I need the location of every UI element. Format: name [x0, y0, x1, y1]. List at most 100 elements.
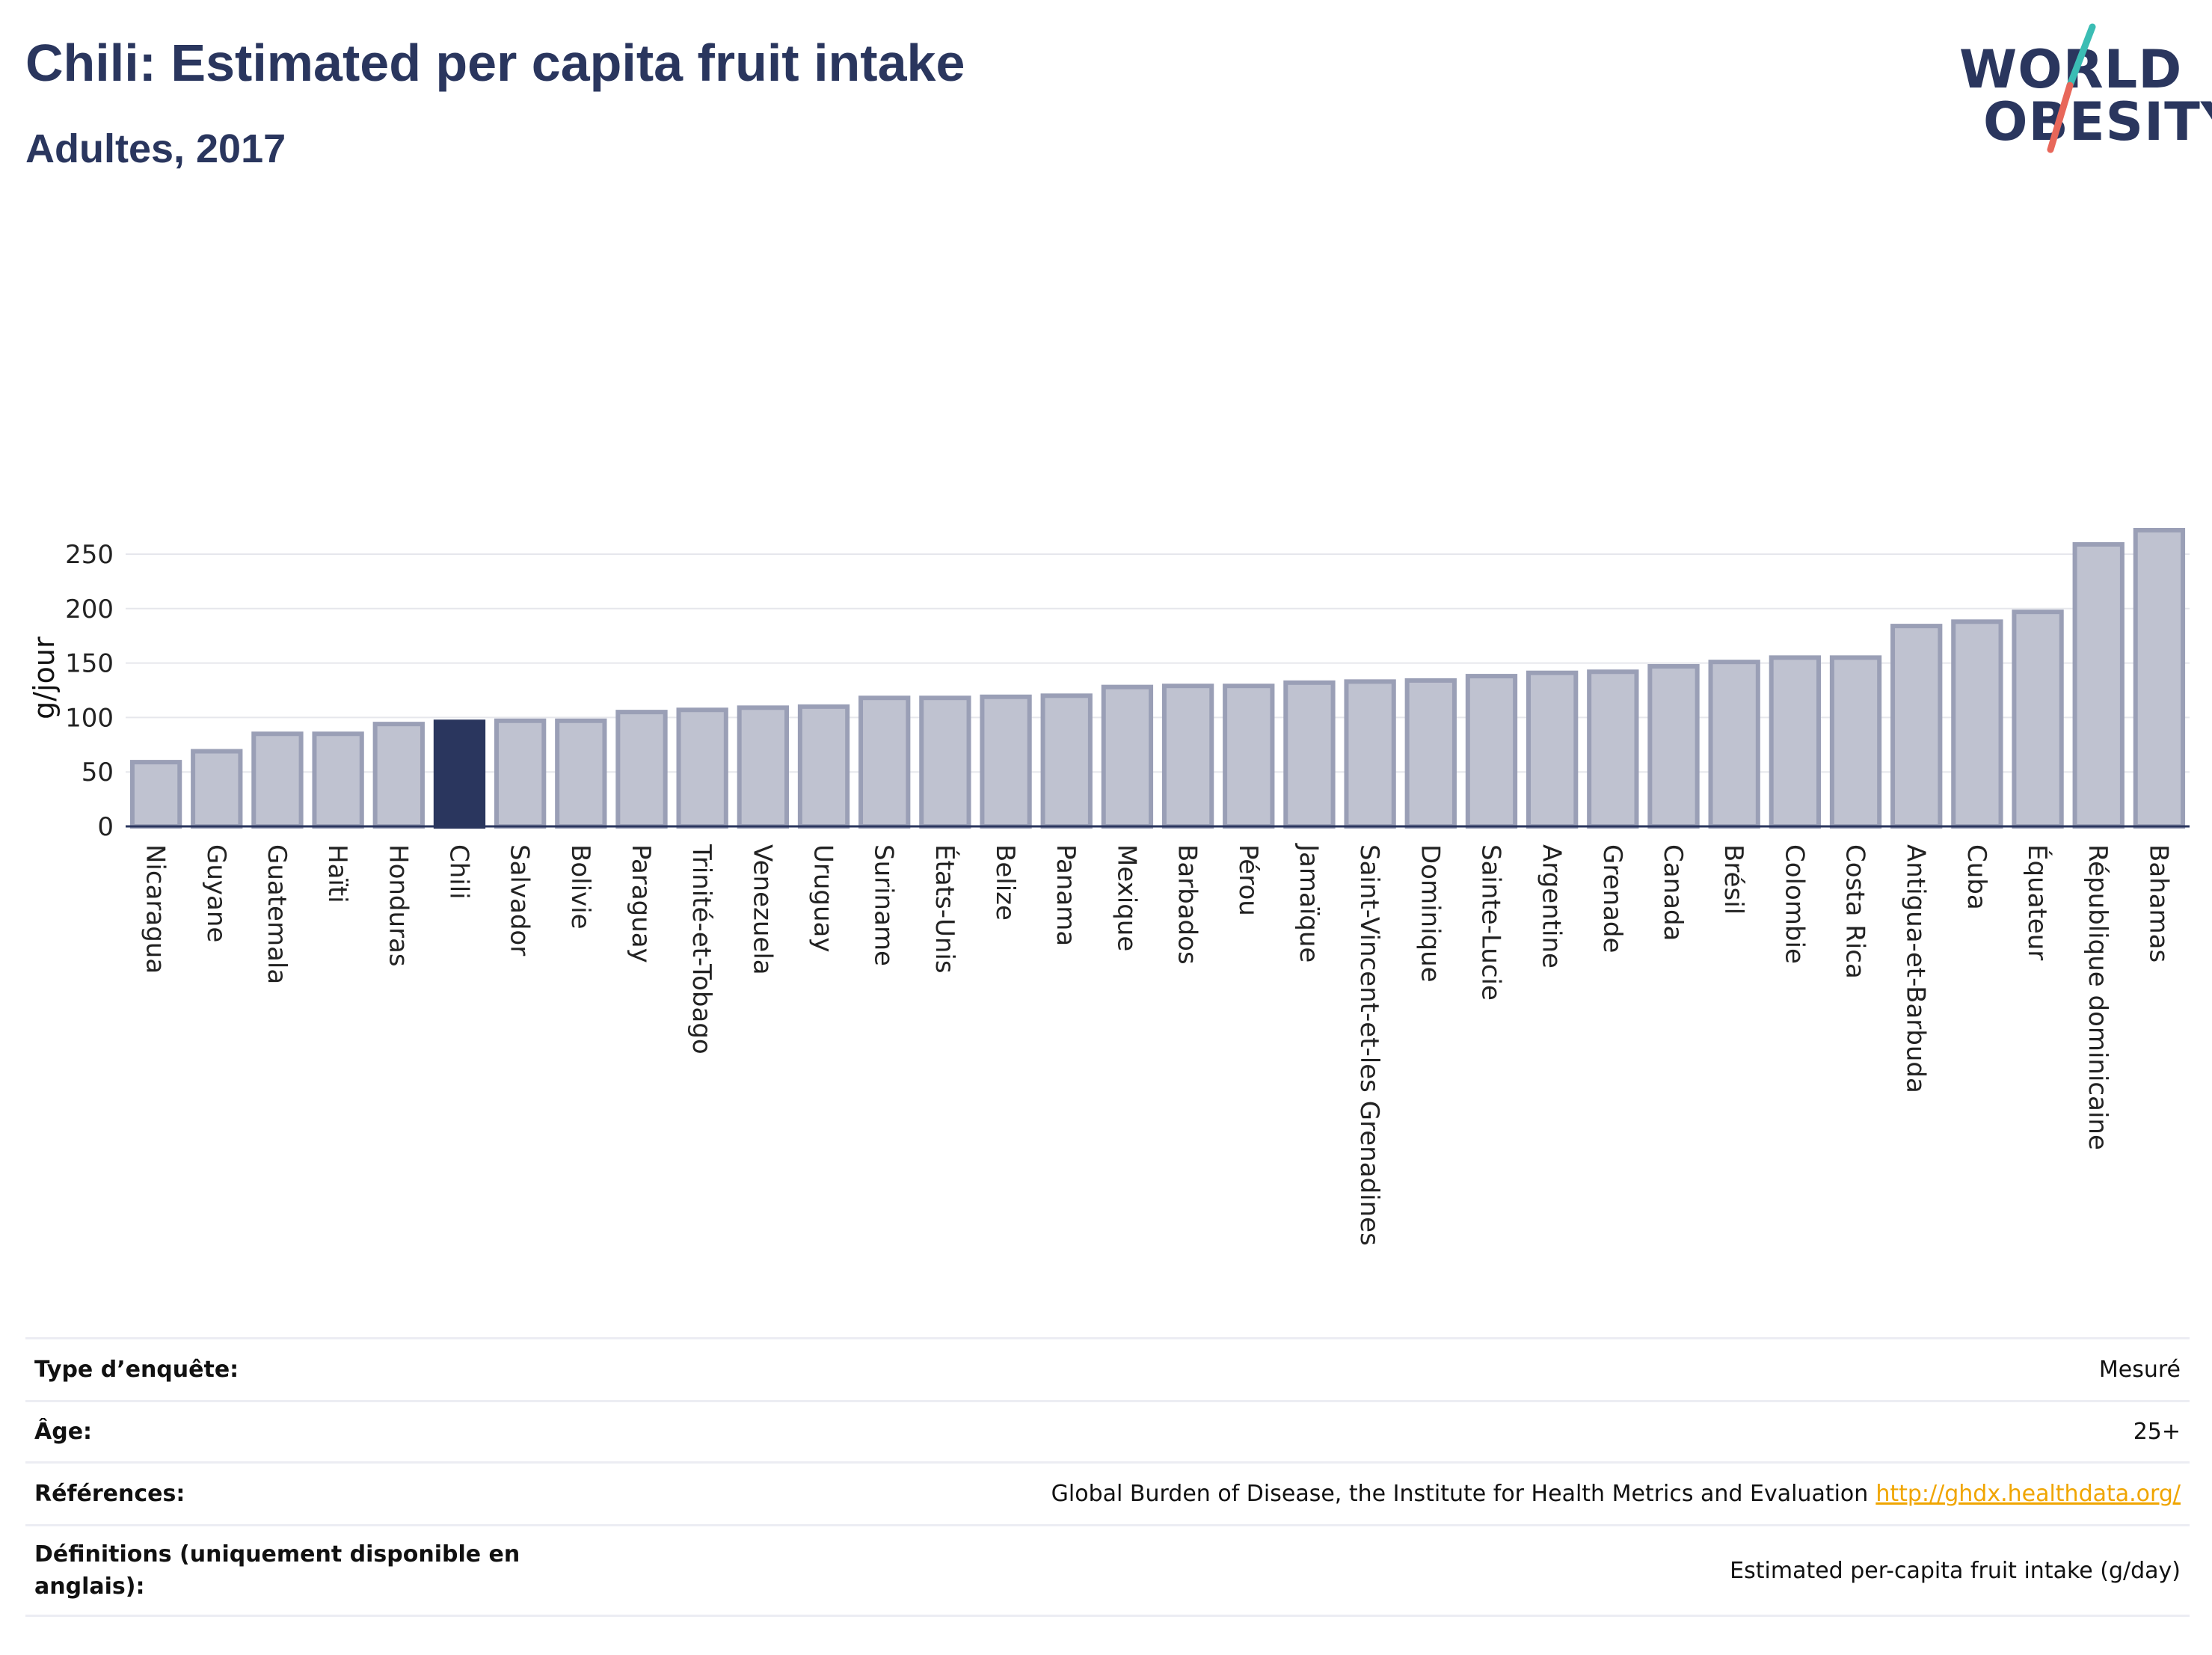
- x-tick-label: Colombie: [1779, 844, 1809, 964]
- bar-3: [312, 731, 364, 829]
- x-tick-label: Panama: [1051, 844, 1081, 946]
- bar-13: [919, 696, 971, 829]
- y-axis-label: g/jour: [28, 636, 61, 719]
- info-label: Type d’enquête:: [34, 1356, 239, 1383]
- logo-slash-icon: [2047, 23, 2096, 153]
- info-value: Estimated per-capita fruit intake (g/day…: [1730, 1558, 2181, 1584]
- x-tick-label: Bahamas: [2143, 844, 2173, 962]
- x-tick-label: Pérou: [1233, 844, 1263, 916]
- page-title: Chili: Estimated per capita fruit intake: [25, 34, 965, 92]
- info-value: 25+: [2133, 1419, 2181, 1445]
- info-value: Mesuré: [2099, 1357, 2181, 1383]
- bar-6: [494, 718, 547, 829]
- x-tick-label: Salvador: [505, 844, 535, 956]
- bar-10: [737, 705, 790, 829]
- bar-25: [1647, 663, 1700, 829]
- page-subtitle: Adultes, 2017: [25, 126, 286, 171]
- bar-32: [2072, 541, 2125, 829]
- bar-33: [2133, 527, 2186, 829]
- x-tick-label: Équateur: [2022, 844, 2053, 960]
- bar-17: [1161, 684, 1214, 829]
- info-value-text: Estimated per-capita fruit intake (g/day…: [1730, 1557, 2181, 1584]
- bar-31: [2012, 610, 2064, 829]
- x-tick-label: Antigua-et-Barbuda: [1901, 844, 1931, 1093]
- bar-26: [1708, 660, 1760, 829]
- x-tick-label: Guyane: [201, 844, 231, 942]
- bar-1: [191, 749, 243, 829]
- info-row: Âge: 25+: [25, 1400, 2190, 1461]
- info-row: Définitions (uniquement disponible en an…: [25, 1524, 2190, 1617]
- bar-12: [858, 696, 911, 829]
- bar-4: [372, 722, 425, 829]
- x-tick-label: Dominique: [1415, 844, 1445, 983]
- bar-24: [1587, 669, 1639, 829]
- world-obesity-logo: WORLD OBESITY: [1952, 22, 2212, 157]
- bar-19: [1283, 680, 1336, 829]
- x-tick-label: Suriname: [869, 844, 899, 966]
- info-value: Global Burden of Disease, the Institute …: [1051, 1481, 2181, 1507]
- x-tick-label: Nicaragua: [141, 844, 170, 974]
- x-tick-labels: Nicaragua Guyane Guatemala Haïti Honduras Chi…: [141, 843, 2174, 1246]
- x-tick-label: États-Unis: [930, 844, 960, 974]
- y-tick-label: 100: [65, 703, 114, 733]
- x-tick-label: Canada: [1658, 844, 1688, 941]
- y-tick-label: 200: [65, 595, 114, 624]
- bar-9: [676, 707, 728, 829]
- bar-21: [1404, 678, 1457, 829]
- y-tick-label: 0: [97, 812, 114, 842]
- x-tick-label: Saint-Vincent-et-les Grenadines: [1354, 844, 1384, 1246]
- x-tick-label: Mexique: [1111, 844, 1141, 951]
- bar-7: [555, 718, 607, 829]
- bar-2: [251, 731, 304, 829]
- bar-27: [1769, 655, 1822, 829]
- y-tick-label: 50: [82, 758, 114, 787]
- x-tick-label: Belize: [990, 844, 1020, 921]
- x-tick-label: Barbados: [1173, 844, 1202, 965]
- info-value-text: Global Burden of Disease, the Institute …: [1051, 1481, 1869, 1507]
- x-tick-label: Guatemala: [262, 844, 292, 984]
- reference-link[interactable]: http://ghdx.healthdata.org/: [1875, 1481, 2181, 1507]
- x-tick-label: Grenade: [1597, 844, 1627, 953]
- bar-30: [1951, 619, 2003, 829]
- bar-0: [129, 760, 182, 829]
- x-tick-label: Haïti: [322, 844, 352, 903]
- x-tick-label: République dominicaine: [2083, 844, 2113, 1150]
- x-tick-label: Cuba: [1961, 844, 1991, 910]
- info-row: Type d’enquête: Mesuré: [25, 1337, 2190, 1400]
- x-tick-label: Trinité-et-Tobago: [686, 844, 716, 1054]
- bar-15: [1040, 693, 1093, 829]
- bar-28: [1829, 655, 1882, 829]
- x-tick-label: Chili: [443, 844, 473, 900]
- bars: [129, 527, 2186, 829]
- x-tick-label: Argentine: [1537, 844, 1567, 968]
- x-tick-label: Sainte-Lucie: [1475, 844, 1505, 1001]
- bar-16: [1101, 684, 1154, 829]
- info-label: Références:: [34, 1480, 185, 1507]
- info-table: Type d’enquête: Mesuré Âge: 25+ Références: G…: [25, 1337, 2190, 1617]
- bar-29: [1890, 624, 1943, 829]
- x-tick-label: Brésil: [1718, 844, 1748, 915]
- x-tick-label: Uruguay: [808, 844, 838, 953]
- x-tick-label: Paraguay: [626, 844, 656, 963]
- y-tick-label: 150: [65, 649, 114, 679]
- info-value-text: 25+: [2133, 1419, 2181, 1445]
- x-tick-label: Costa Rica: [1840, 844, 1870, 979]
- bar-11: [797, 704, 850, 829]
- info-label: Âge:: [34, 1418, 93, 1445]
- bar-23: [1526, 670, 1579, 829]
- bar-5: [433, 719, 486, 829]
- bar-chart: 0 50 100 150 200 250 Nicaragua Guyane Guatemala…: [28, 527, 2190, 1246]
- info-label: Définitions (uniquement disponible en an…: [34, 1541, 520, 1600]
- x-tick-label: Venezuela: [747, 844, 777, 975]
- y-tick-labels: 0 50 100 150 200 250: [65, 540, 114, 842]
- logo-line-2: OBESITY: [1983, 91, 2212, 153]
- x-tick-label: Bolivie: [565, 844, 595, 930]
- bar-18: [1223, 684, 1275, 829]
- y-tick-label: 250: [65, 540, 114, 570]
- x-tick-label: Jamaïque: [1294, 843, 1324, 962]
- bar-20: [1344, 679, 1396, 829]
- bar-14: [980, 694, 1032, 829]
- info-row: Références: Global Burden of Disease, the…: [25, 1461, 2190, 1524]
- bar-8: [615, 710, 668, 829]
- x-tick-label: Honduras: [383, 844, 413, 967]
